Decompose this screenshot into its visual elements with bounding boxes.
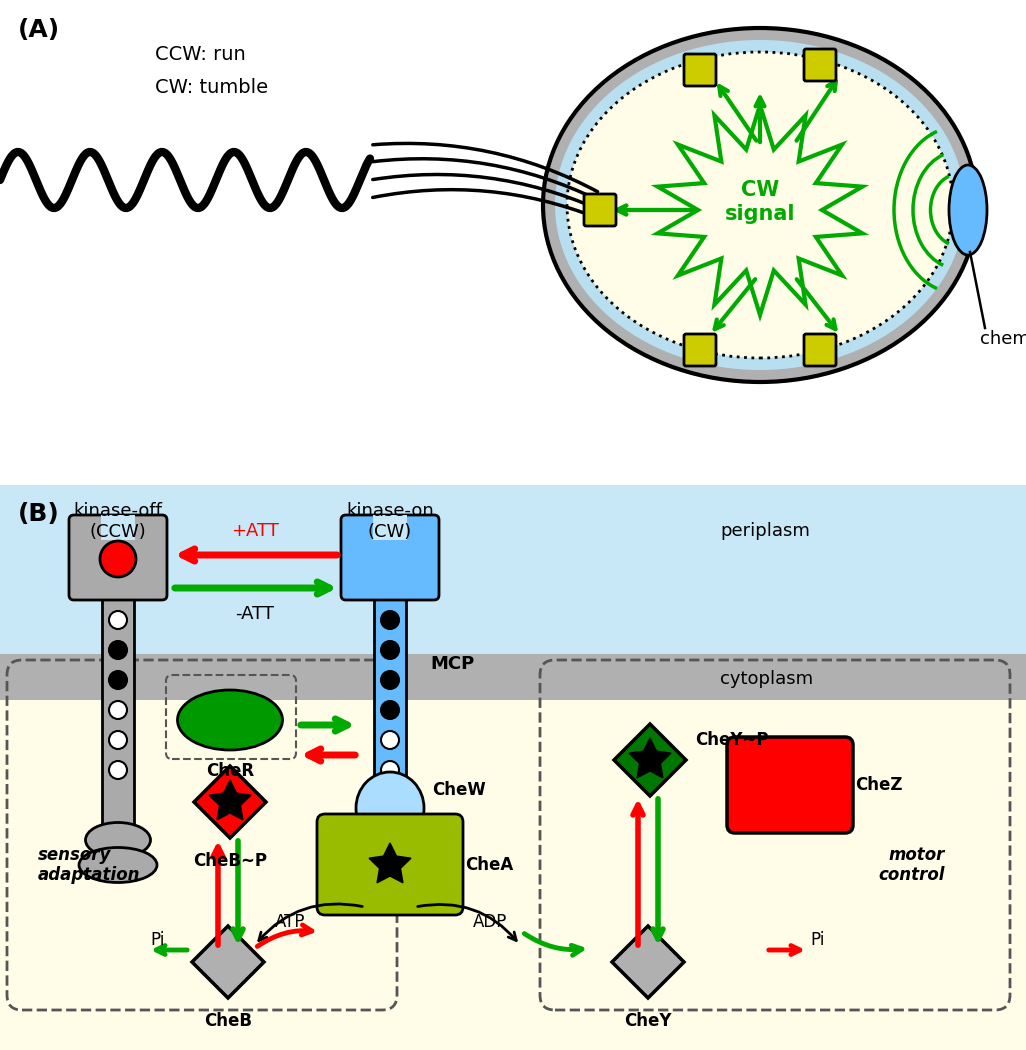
Text: kinase-off
(CCW): kinase-off (CCW) bbox=[74, 502, 162, 541]
Text: CheB~P: CheB~P bbox=[193, 852, 267, 870]
Ellipse shape bbox=[543, 28, 977, 382]
Bar bbox=[373, 514, 407, 540]
FancyBboxPatch shape bbox=[727, 737, 853, 833]
FancyBboxPatch shape bbox=[684, 334, 716, 366]
Text: (B): (B) bbox=[18, 502, 60, 526]
Polygon shape bbox=[192, 926, 264, 998]
FancyBboxPatch shape bbox=[584, 194, 616, 226]
Text: CheR: CheR bbox=[206, 762, 254, 780]
Text: CheY: CheY bbox=[624, 1012, 672, 1030]
Text: CheA: CheA bbox=[465, 856, 513, 874]
Text: CW
signal: CW signal bbox=[724, 181, 795, 224]
Circle shape bbox=[381, 761, 399, 779]
Bar bbox=[374, 595, 406, 830]
Text: -ATT: -ATT bbox=[236, 605, 275, 623]
Text: CheZ: CheZ bbox=[855, 776, 903, 794]
Ellipse shape bbox=[85, 822, 151, 858]
Polygon shape bbox=[209, 780, 251, 820]
Text: ADP: ADP bbox=[473, 914, 507, 931]
Bar bbox=[0, 485, 1026, 660]
Text: Pi: Pi bbox=[151, 931, 165, 949]
FancyBboxPatch shape bbox=[804, 49, 836, 81]
Text: kinase-on
(CW): kinase-on (CW) bbox=[346, 502, 434, 541]
Text: CheW: CheW bbox=[432, 781, 485, 799]
FancyBboxPatch shape bbox=[804, 334, 836, 366]
Ellipse shape bbox=[555, 40, 965, 370]
FancyBboxPatch shape bbox=[69, 514, 167, 600]
Text: CheB: CheB bbox=[204, 1012, 252, 1030]
Circle shape bbox=[381, 671, 399, 689]
Ellipse shape bbox=[177, 690, 282, 750]
Bar bbox=[102, 595, 134, 830]
Circle shape bbox=[100, 541, 136, 578]
Text: cytoplasm: cytoplasm bbox=[720, 670, 814, 688]
Ellipse shape bbox=[356, 772, 424, 844]
Text: MCP: MCP bbox=[430, 655, 474, 673]
Circle shape bbox=[109, 731, 127, 749]
Text: CW: tumble: CW: tumble bbox=[155, 78, 268, 97]
Circle shape bbox=[109, 671, 127, 689]
Text: +ATT: +ATT bbox=[231, 522, 279, 540]
Polygon shape bbox=[611, 926, 684, 998]
FancyBboxPatch shape bbox=[317, 814, 463, 915]
Text: CCW: run: CCW: run bbox=[155, 45, 246, 64]
Text: (A): (A) bbox=[18, 18, 61, 42]
Polygon shape bbox=[658, 105, 863, 315]
Circle shape bbox=[109, 761, 127, 779]
Ellipse shape bbox=[567, 52, 953, 358]
Text: ATP: ATP bbox=[275, 914, 306, 931]
Circle shape bbox=[109, 701, 127, 719]
Ellipse shape bbox=[949, 165, 987, 255]
Text: periplasm: periplasm bbox=[720, 522, 810, 540]
Polygon shape bbox=[194, 766, 266, 838]
Text: sensory
adaptation: sensory adaptation bbox=[38, 845, 141, 884]
Circle shape bbox=[381, 701, 399, 719]
Circle shape bbox=[381, 640, 399, 659]
Text: motor
control: motor control bbox=[878, 845, 945, 884]
Text: Pi: Pi bbox=[810, 931, 824, 949]
Text: CheY~P: CheY~P bbox=[695, 731, 768, 749]
Polygon shape bbox=[369, 843, 411, 883]
Bar bbox=[0, 700, 1026, 1050]
Circle shape bbox=[381, 611, 399, 629]
Circle shape bbox=[381, 731, 399, 749]
Polygon shape bbox=[614, 724, 686, 796]
Bar bbox=[0, 654, 1026, 702]
Circle shape bbox=[109, 640, 127, 659]
Text: chemoreceptors: chemoreceptors bbox=[980, 330, 1026, 348]
Circle shape bbox=[109, 611, 127, 629]
Bar bbox=[101, 514, 135, 540]
FancyBboxPatch shape bbox=[684, 54, 716, 86]
FancyBboxPatch shape bbox=[341, 514, 439, 600]
Ellipse shape bbox=[79, 847, 157, 882]
Bar bbox=[0, 0, 1026, 485]
Ellipse shape bbox=[575, 60, 945, 350]
Polygon shape bbox=[629, 738, 671, 778]
